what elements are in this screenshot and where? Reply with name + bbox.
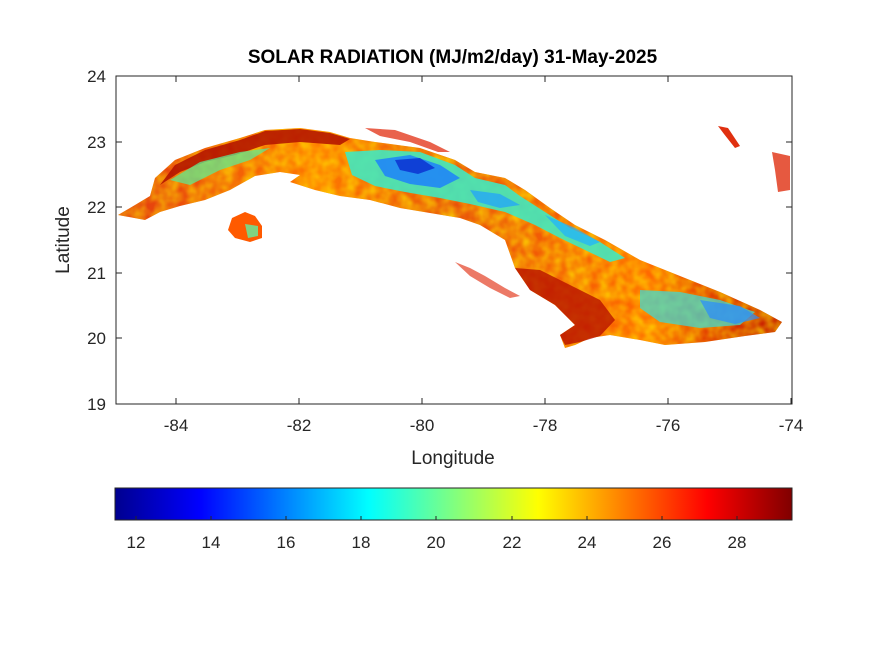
colorbar-tick-label: 20 — [427, 533, 446, 552]
colorbar-tick-label: 16 — [277, 533, 296, 552]
small-cay-ne — [718, 126, 740, 148]
y-tick-label: 19 — [87, 395, 106, 414]
x-tick-label: -76 — [656, 416, 681, 435]
colorbar-tick-label: 18 — [352, 533, 371, 552]
colorbar-tick-label: 22 — [503, 533, 522, 552]
isla-cool-patch — [245, 224, 258, 238]
cays-north — [365, 128, 450, 152]
cays-south — [455, 262, 520, 298]
x-tick-label: -82 — [287, 416, 312, 435]
colorbar — [114, 487, 793, 521]
y-tick-label: 20 — [87, 329, 106, 348]
x-axis — [175, 76, 792, 404]
y-axis — [116, 75, 792, 339]
y-axis-label: Latitude — [53, 206, 74, 274]
x-tick-label: -78 — [533, 416, 558, 435]
hispaniola-edge — [772, 152, 790, 192]
x-tick-label: -74 — [779, 416, 804, 435]
y-tick-label: 24 — [87, 67, 106, 86]
cuba-radiation-field — [118, 128, 782, 348]
y-tick-label: 22 — [87, 198, 106, 217]
y-tick-label: 23 — [87, 133, 106, 152]
colorbar-tick-label: 28 — [728, 533, 747, 552]
x-tick-label: -80 — [410, 416, 435, 435]
chart-title: SOLAR RADIATION (MJ/m2/day) 31-May-2025 — [247, 47, 658, 68]
x-axis-label: Longitude — [411, 448, 494, 469]
colorbar-ticks — [135, 516, 738, 520]
colorbar-tick-label: 24 — [578, 533, 597, 552]
colorbar-tick-label: 12 — [127, 533, 146, 552]
y-tick-label: 21 — [87, 264, 106, 283]
map-axes-frame — [115, 75, 793, 405]
colorbar-tick-label: 26 — [653, 533, 672, 552]
x-tick-label: -84 — [164, 416, 189, 435]
colorbar-tick-label: 14 — [202, 533, 221, 552]
